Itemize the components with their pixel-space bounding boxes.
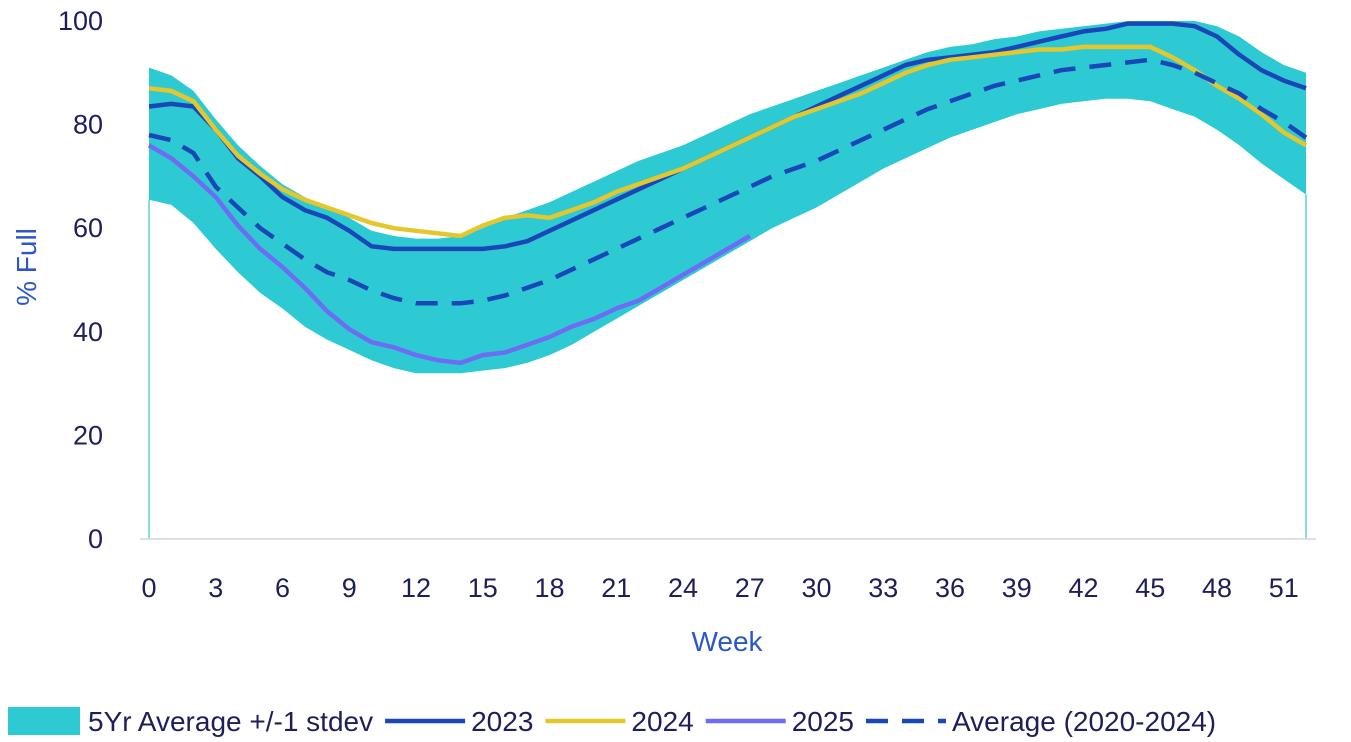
x-tick-label: 36 <box>935 573 965 603</box>
x-tick-label: 48 <box>1202 573 1232 603</box>
series-line-1 <box>148 44 1308 239</box>
y-tick-labels: 0 20 40 60 80 100 <box>58 6 103 554</box>
y-tick-label: 20 <box>73 420 103 450</box>
band-layer <box>148 21 1307 539</box>
y-axis-title: % Full <box>11 228 42 306</box>
y-tick-label: 60 <box>73 213 103 243</box>
x-tick-label: 18 <box>534 573 564 603</box>
legend-label-2: 2024 <box>631 706 693 737</box>
legend-swatch-0 <box>8 707 80 735</box>
x-tick-label: 42 <box>1068 573 1098 603</box>
x-tick-label: 21 <box>601 573 631 603</box>
x-tick-label: 3 <box>208 573 223 603</box>
x-axis-title: Week <box>691 626 763 657</box>
x-tick-label: 6 <box>275 573 290 603</box>
series-line-2 <box>147 143 751 366</box>
x-tick-labels: 0 3 6 9 12 15 18 21 24 27 30 33 36 39 42 45 48 51 <box>141 573 1298 603</box>
y-tick-label: 80 <box>73 110 103 140</box>
x-tick-label: 30 <box>801 573 831 603</box>
series-layer <box>147 21 1308 366</box>
x-tick-label: 39 <box>1002 573 1032 603</box>
series-line-3 <box>148 57 1308 306</box>
x-tick-label: 9 <box>342 573 357 603</box>
x-tick-label: 24 <box>668 573 698 603</box>
x-tick-label: 45 <box>1135 573 1165 603</box>
y-tick-label: 0 <box>88 524 103 554</box>
x-tick-label: 0 <box>141 573 156 603</box>
x-tick-label: 51 <box>1269 573 1299 603</box>
x-tick-label: 33 <box>868 573 898 603</box>
legend-label-3: 2025 <box>792 706 854 737</box>
x-tick-label: 12 <box>401 573 431 603</box>
y-tick-label: 40 <box>73 317 103 347</box>
y-tick-label: 100 <box>58 6 103 36</box>
x-tick-label: 15 <box>468 573 498 603</box>
legend-label-1: 2023 <box>471 706 533 737</box>
x-tick-label: 27 <box>735 573 765 603</box>
legend: 5Yr Average +/-1 stdev 2023 2024 2025 Averag… <box>8 706 1216 737</box>
legend-label-4: Average (2020-2024) <box>952 706 1216 737</box>
legend-label-0: 5Yr Average +/-1 stdev <box>88 706 373 737</box>
